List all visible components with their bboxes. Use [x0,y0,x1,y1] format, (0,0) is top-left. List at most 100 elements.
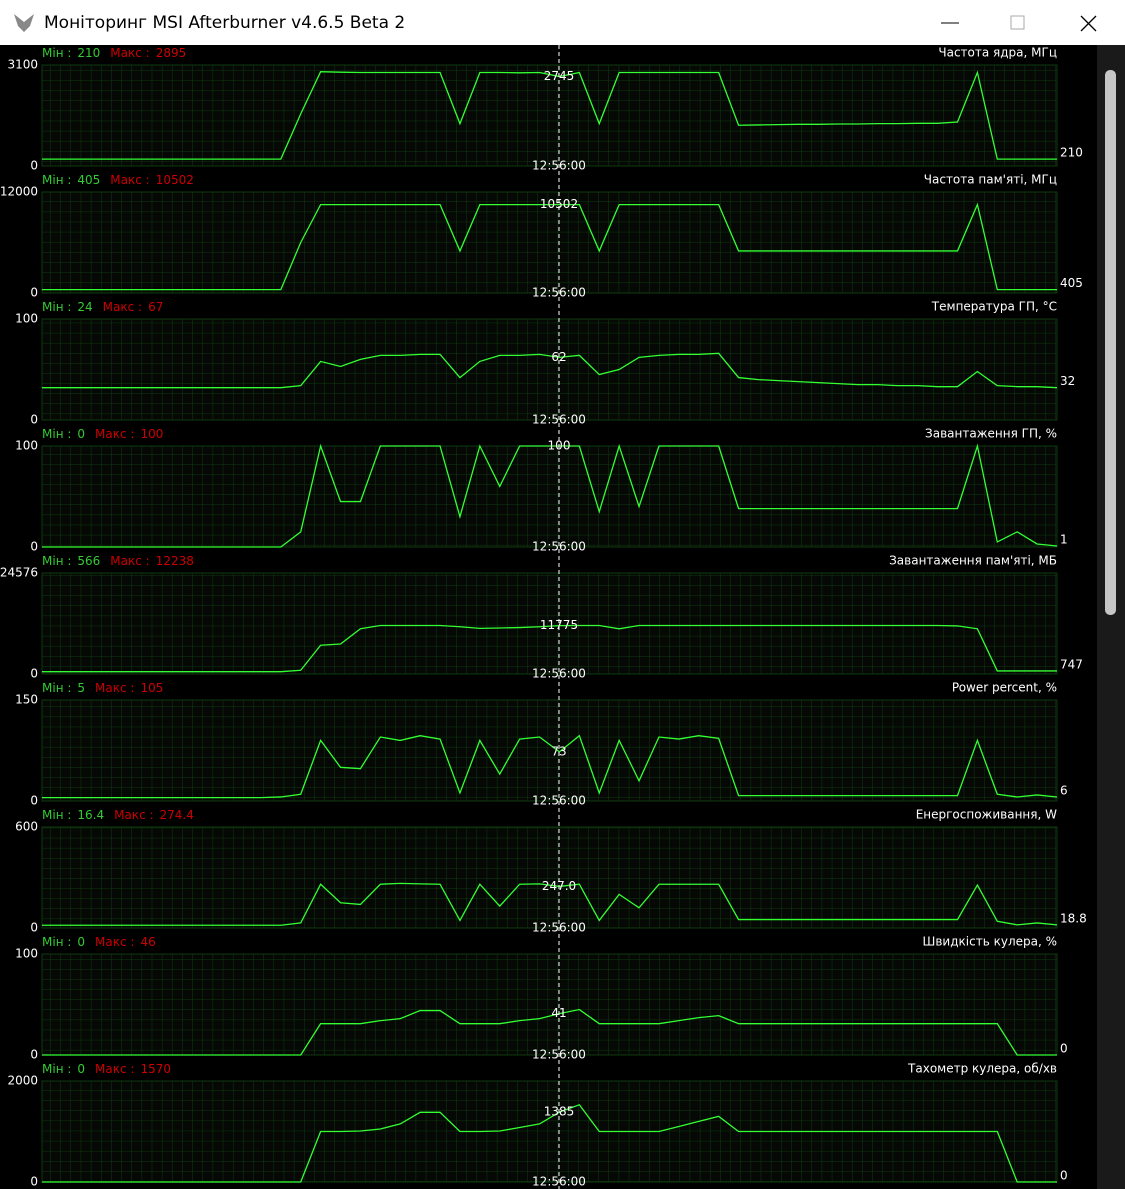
min-value: 16.4 [77,808,104,822]
min-max: Мін : 0 Макс : 46 [42,935,156,949]
y-top-label: 2000 [7,1074,38,1088]
cursor-value: 1385 [544,1105,575,1119]
graph-title: Температура ГП, °C [931,300,1057,314]
current-value: 0 [1060,1042,1068,1056]
min-label: Мін : [42,1062,71,1076]
graph-line [42,1103,1057,1183]
cursor-time: 12:56:00 [532,667,586,681]
graph-title: Power percent, % [952,681,1057,695]
min-label: Мін : [42,173,71,187]
max-value: 2895 [156,46,187,60]
cursor-time: 12:56:00 [532,159,586,173]
y-bottom-label: 0 [30,413,38,427]
cursor-value: 2745 [544,69,575,83]
min-max: Мін : 5 Макс : 105 [42,681,163,695]
graph-line [42,352,1058,389]
graph-title: Завантаження пам'яті, МБ [889,554,1057,568]
y-top-label: 12000 [0,185,38,199]
max-label: Макс : [110,554,149,568]
y-top-label: 24576 [0,566,38,580]
graph-title: Частота ядра, МГц [938,46,1057,60]
y-top-label: 100 [15,947,38,961]
max-value: 105 [140,681,163,695]
max-value: 1570 [140,1062,171,1076]
app-icon [14,14,34,32]
min-label: Мін : [42,935,71,949]
min-value: 405 [77,173,100,187]
min-max: Мін : 0 Макс : 1570 [42,1062,171,1076]
min-value: 24 [77,300,92,314]
cursor-time: 12:56:00 [532,1175,586,1189]
current-value: 747 [1060,657,1083,671]
current-value: 405 [1060,276,1083,290]
min-value: 5 [77,681,85,695]
cursor-time: 12:56:00 [532,286,586,300]
y-bottom-label: 0 [30,1048,38,1062]
current-value: 32 [1060,374,1075,388]
graph-line [42,202,1057,291]
max-label: Макс : [103,300,142,314]
graph-title: Завантаження ГП, % [925,427,1057,441]
plot-grid [41,699,1058,802]
title-bar [0,0,1125,45]
plot-grid [41,191,1058,294]
min-max: Мін : 24 Макс : 67 [42,300,163,314]
graph-line [42,624,1057,673]
current-value: 210 [1060,146,1083,160]
min-label: Мін : [42,554,71,568]
y-bottom-label: 0 [30,1175,38,1189]
current-value: 0 [1060,1169,1068,1183]
max-label: Макс : [95,935,134,949]
min-max: Мін : 405 Макс : 10502 [42,173,194,187]
y-bottom-label: 0 [30,921,38,935]
min-value: 566 [77,554,100,568]
graph-line [42,70,1057,160]
close-button[interactable] [1080,15,1097,32]
max-label: Макс : [95,681,134,695]
current-value: 6 [1060,783,1068,797]
plot-grid [41,953,1058,1056]
plot-grid [41,826,1058,929]
current-value: 18.8 [1060,911,1087,925]
min-value: 210 [77,46,100,60]
cursor-value: 73 [551,744,566,758]
plot-grid [41,318,1058,421]
plot-grid [41,572,1058,675]
min-label: Мін : [42,808,71,822]
min-value: 0 [77,1062,85,1076]
scrollbar-thumb[interactable] [1105,70,1116,615]
cursor-time: 12:56:00 [532,921,586,935]
max-value: 100 [140,427,163,441]
maximize-button[interactable] [1010,15,1025,30]
graph-line [42,1008,1057,1056]
max-label: Макс : [114,808,153,822]
y-bottom-label: 0 [30,286,38,300]
y-top-label: 3100 [7,58,38,72]
cursor-value: 10502 [540,197,578,211]
cursor-time: 12:56:00 [532,794,586,808]
graph-line [42,443,1058,548]
min-label: Мін : [42,300,71,314]
min-max: Мін : 0 Макс : 100 [42,427,163,441]
max-label: Макс : [110,173,149,187]
plot-grid [41,64,1058,167]
max-value: 67 [148,300,163,314]
max-label: Макс : [95,1062,134,1076]
plot-grid [41,445,1058,548]
y-bottom-label: 0 [30,667,38,681]
min-max: Мін : 210 Макс : 2895 [42,46,186,60]
graph-line [42,734,1058,799]
cursor-time: 12:56:00 [532,413,586,427]
cursor-value: 11775 [540,618,578,632]
min-value: 0 [77,427,85,441]
min-label: Мін : [42,46,71,60]
max-value: 46 [140,935,155,949]
max-value: 274.4 [160,808,194,822]
graph-line [42,882,1058,926]
min-max: Мін : 566 Макс : 12238 [42,554,194,568]
max-label: Макс : [95,427,134,441]
window-title: Моніторинг MSI Afterburner v4.6.5 Beta 2 [44,13,405,33]
graph-title: Частота пам'яті, МГц [924,173,1057,187]
cursor-time: 12:56:00 [532,1048,586,1062]
y-top-label: 150 [15,693,38,707]
